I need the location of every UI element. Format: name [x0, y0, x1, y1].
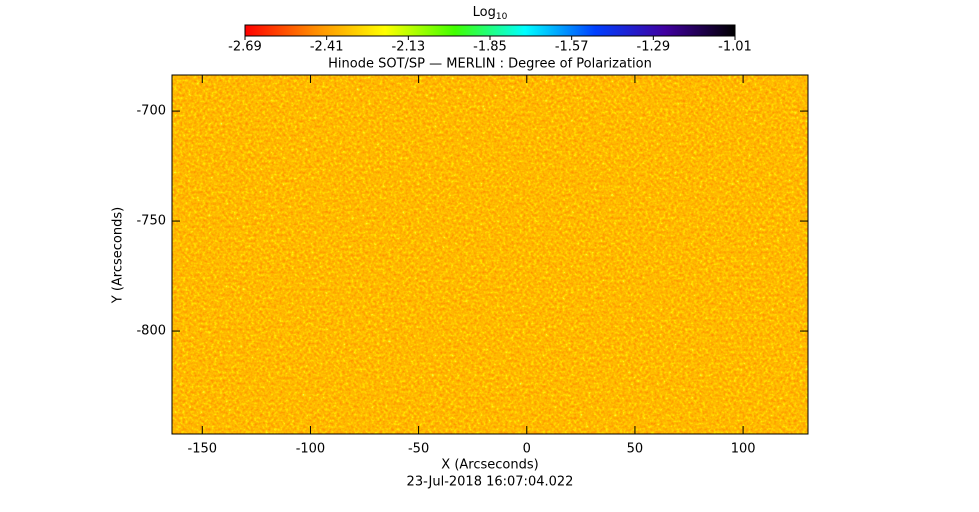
- colorbar-tick-label: -1.29: [637, 40, 671, 55]
- y-tick-label: -700: [136, 104, 166, 119]
- plot-frame: [171, 74, 809, 435]
- colorbar-label-sub: 10: [496, 12, 508, 22]
- colorbar-tick-label: -2.13: [392, 40, 426, 55]
- x-tick-label: -100: [296, 442, 326, 457]
- x-tick-label: 50: [627, 442, 644, 457]
- colorbar-label: Log10: [473, 5, 508, 22]
- x-tick-label: -50: [408, 442, 429, 457]
- y-tick-label: -800: [136, 324, 166, 339]
- colorbar-tick-label: -1.01: [718, 40, 752, 55]
- x-tick-label: -150: [188, 442, 218, 457]
- colorbar-tick-label: -1.57: [555, 40, 589, 55]
- colorbar-label-base: Log: [473, 5, 496, 20]
- colorbar: [244, 24, 736, 37]
- colorbar-tick-label: -2.69: [228, 40, 262, 55]
- y-tick-label: -750: [136, 214, 166, 229]
- x-tick-label: 0: [523, 442, 531, 457]
- y-axis-label: Y (Arcseconds): [111, 207, 126, 304]
- x-axis-label: X (Arcseconds): [441, 458, 538, 473]
- heatmap-image: [172, 75, 808, 434]
- colorbar-tick-label: -2.41: [310, 40, 344, 55]
- chart-title: Hinode SOT/SP — MERLIN : Degree of Polar…: [328, 57, 652, 72]
- x-tick-label: 100: [731, 442, 756, 457]
- colorbar-tick-label: -1.85: [473, 40, 507, 55]
- footer: 23-Jul-2018 16:07:04.022: [407, 475, 574, 490]
